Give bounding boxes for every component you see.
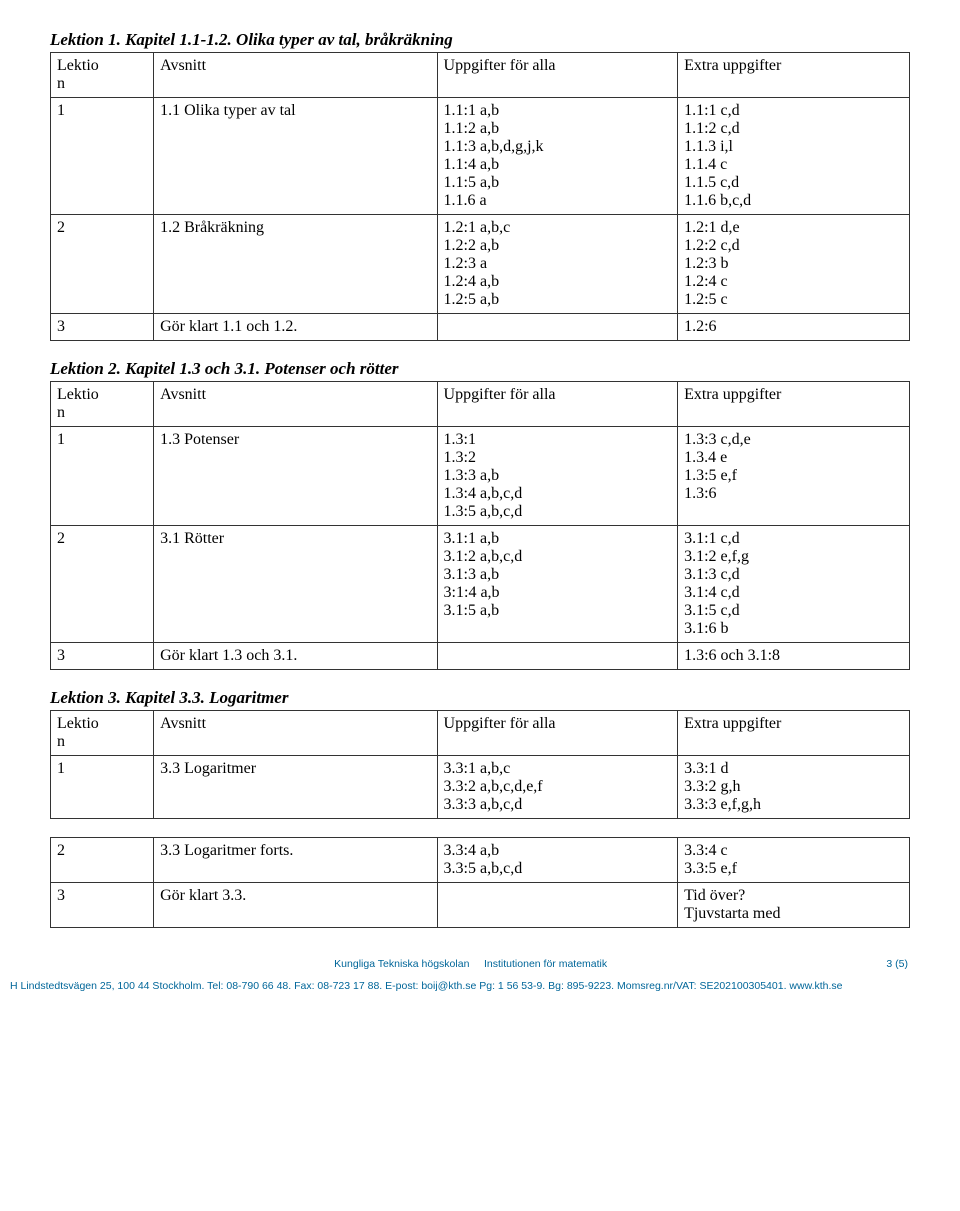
table-cell: Tid över?Tjuvstarta med: [678, 883, 910, 928]
table-header: Avsnitt: [154, 382, 437, 427]
table-cell: [437, 314, 678, 341]
table-cell: 1.3:3 c,d,e1.3.4 e1.3:5 e,f1.3:6: [678, 427, 910, 526]
section-title: Lektion 3. Kapitel 3.3. Logaritmer: [50, 688, 910, 708]
table-row: 23.3 Logaritmer forts.3.3:4 a,b3.3:5 a,b…: [51, 838, 910, 883]
table-cell: [437, 643, 678, 670]
footer-org: Kungliga Tekniska högskolan: [334, 958, 469, 970]
table-cell: 3.3:4 c3.3:5 e,f: [678, 838, 910, 883]
table-header: Uppgifter för alla: [437, 53, 678, 98]
footer-line-2: H Lindstedtsvägen 25, 100 44 Stockholm. …: [10, 980, 950, 992]
table-cell: 1.2 Bråkräkning: [154, 215, 437, 314]
footer-page: 3 (5): [886, 958, 908, 970]
table-header: Lektion: [51, 53, 154, 98]
table-cell: 2: [51, 838, 154, 883]
table-row: 23.1 Rötter3.1:1 a,b3.1:2 a,b,c,d3.1:3 a…: [51, 526, 910, 643]
table-row: 3Gör klart 3.3. Tid över?Tjuvstarta med: [51, 883, 910, 928]
table-header: Uppgifter för alla: [437, 711, 678, 756]
lesson-table: LektionAvsnittUppgifter för allaExtra up…: [50, 710, 910, 819]
table-cell: [437, 883, 678, 928]
table-header: Extra uppgifter: [678, 711, 910, 756]
table-cell: 3.1:1 c,d3.1:2 e,f,g3.1:3 c,d3.1:4 c,d3.…: [678, 526, 910, 643]
lesson-table: 23.3 Logaritmer forts.3.3:4 a,b3.3:5 a,b…: [50, 837, 910, 928]
table-row: 3Gör klart 1.1 och 1.2. 1.2:6: [51, 314, 910, 341]
lesson-table: LektionAvsnittUppgifter för allaExtra up…: [50, 52, 910, 341]
table-row: 13.3 Logaritmer3.3:1 a,b,c3.3:2 a,b,c,d,…: [51, 756, 910, 819]
table-row: 11.3 Potenser1.3:11.3:21.3:3 a,b1.3:4 a,…: [51, 427, 910, 526]
table-cell: 3.1:1 a,b3.1:2 a,b,c,d3.1:3 a,b3:1:4 a,b…: [437, 526, 678, 643]
table-cell: 3.1 Rötter: [154, 526, 437, 643]
table-row: 3Gör klart 1.3 och 3.1. 1.3:6 och 3.1:8: [51, 643, 910, 670]
table-cell: 3.3 Logaritmer forts.: [154, 838, 437, 883]
footer-line-1: . Kungliga Tekniska högskolan Institutio…: [50, 958, 910, 970]
table-cell: 1: [51, 756, 154, 819]
table-row: 11.1 Olika typer av tal1.1:1 a,b1.1:2 a,…: [51, 98, 910, 215]
footer-dept: Institutionen för matematik: [484, 958, 607, 970]
table-cell: 3: [51, 314, 154, 341]
section-title: Lektion 2. Kapitel 1.3 och 3.1. Potenser…: [50, 359, 910, 379]
table-cell: 1.3 Potenser: [154, 427, 437, 526]
table-cell: 2: [51, 215, 154, 314]
table-cell: 3: [51, 883, 154, 928]
table-cell: 1.2:1 d,e1.2:2 c,d1.2:3 b1.2:4 c1.2:5 c: [678, 215, 910, 314]
table-header: Avsnitt: [154, 53, 437, 98]
table-header: Uppgifter för alla: [437, 382, 678, 427]
table-cell: 2: [51, 526, 154, 643]
table-cell: Gör klart 3.3.: [154, 883, 437, 928]
table-cell: 3.3:4 a,b3.3:5 a,b,c,d: [437, 838, 678, 883]
table-header: Lektion: [51, 382, 154, 427]
table-cell: 1.3:6 och 3.1:8: [678, 643, 910, 670]
table-cell: 1.1:1 a,b1.1:2 a,b1.1:3 a,b,d,g,j,k1.1:4…: [437, 98, 678, 215]
table-cell: 3.3:1 a,b,c3.3:2 a,b,c,d,e,f3.3:3 a,b,c,…: [437, 756, 678, 819]
table-cell: 3.3:1 d3.3:2 g,h3.3:3 e,f,g,h: [678, 756, 910, 819]
section-title: Lektion 1. Kapitel 1.1-1.2. Olika typer …: [50, 30, 910, 50]
table-cell: 1: [51, 98, 154, 215]
table-cell: Gör klart 1.3 och 3.1.: [154, 643, 437, 670]
table-cell: 1.2:6: [678, 314, 910, 341]
table-header: Extra uppgifter: [678, 53, 910, 98]
table-cell: 3: [51, 643, 154, 670]
table-cell: 1.1 Olika typer av tal: [154, 98, 437, 215]
table-header: Avsnitt: [154, 711, 437, 756]
table-cell: Gör klart 1.1 och 1.2.: [154, 314, 437, 341]
table-cell: 1.3:11.3:21.3:3 a,b1.3:4 a,b,c,d1.3:5 a,…: [437, 427, 678, 526]
table-cell: 1: [51, 427, 154, 526]
table-row: 21.2 Bråkräkning1.2:1 a,b,c1.2:2 a,b1.2:…: [51, 215, 910, 314]
table-header: Extra uppgifter: [678, 382, 910, 427]
table-cell: 3.3 Logaritmer: [154, 756, 437, 819]
table-header: Lektion: [51, 711, 154, 756]
table-cell: 1.1:1 c,d1.1:2 c,d1.1.3 i,l1.1.4 c1.1.5 …: [678, 98, 910, 215]
lesson-table: LektionAvsnittUppgifter för allaExtra up…: [50, 381, 910, 670]
table-cell: 1.2:1 a,b,c1.2:2 a,b1.2:3 a1.2:4 a,b1.2:…: [437, 215, 678, 314]
